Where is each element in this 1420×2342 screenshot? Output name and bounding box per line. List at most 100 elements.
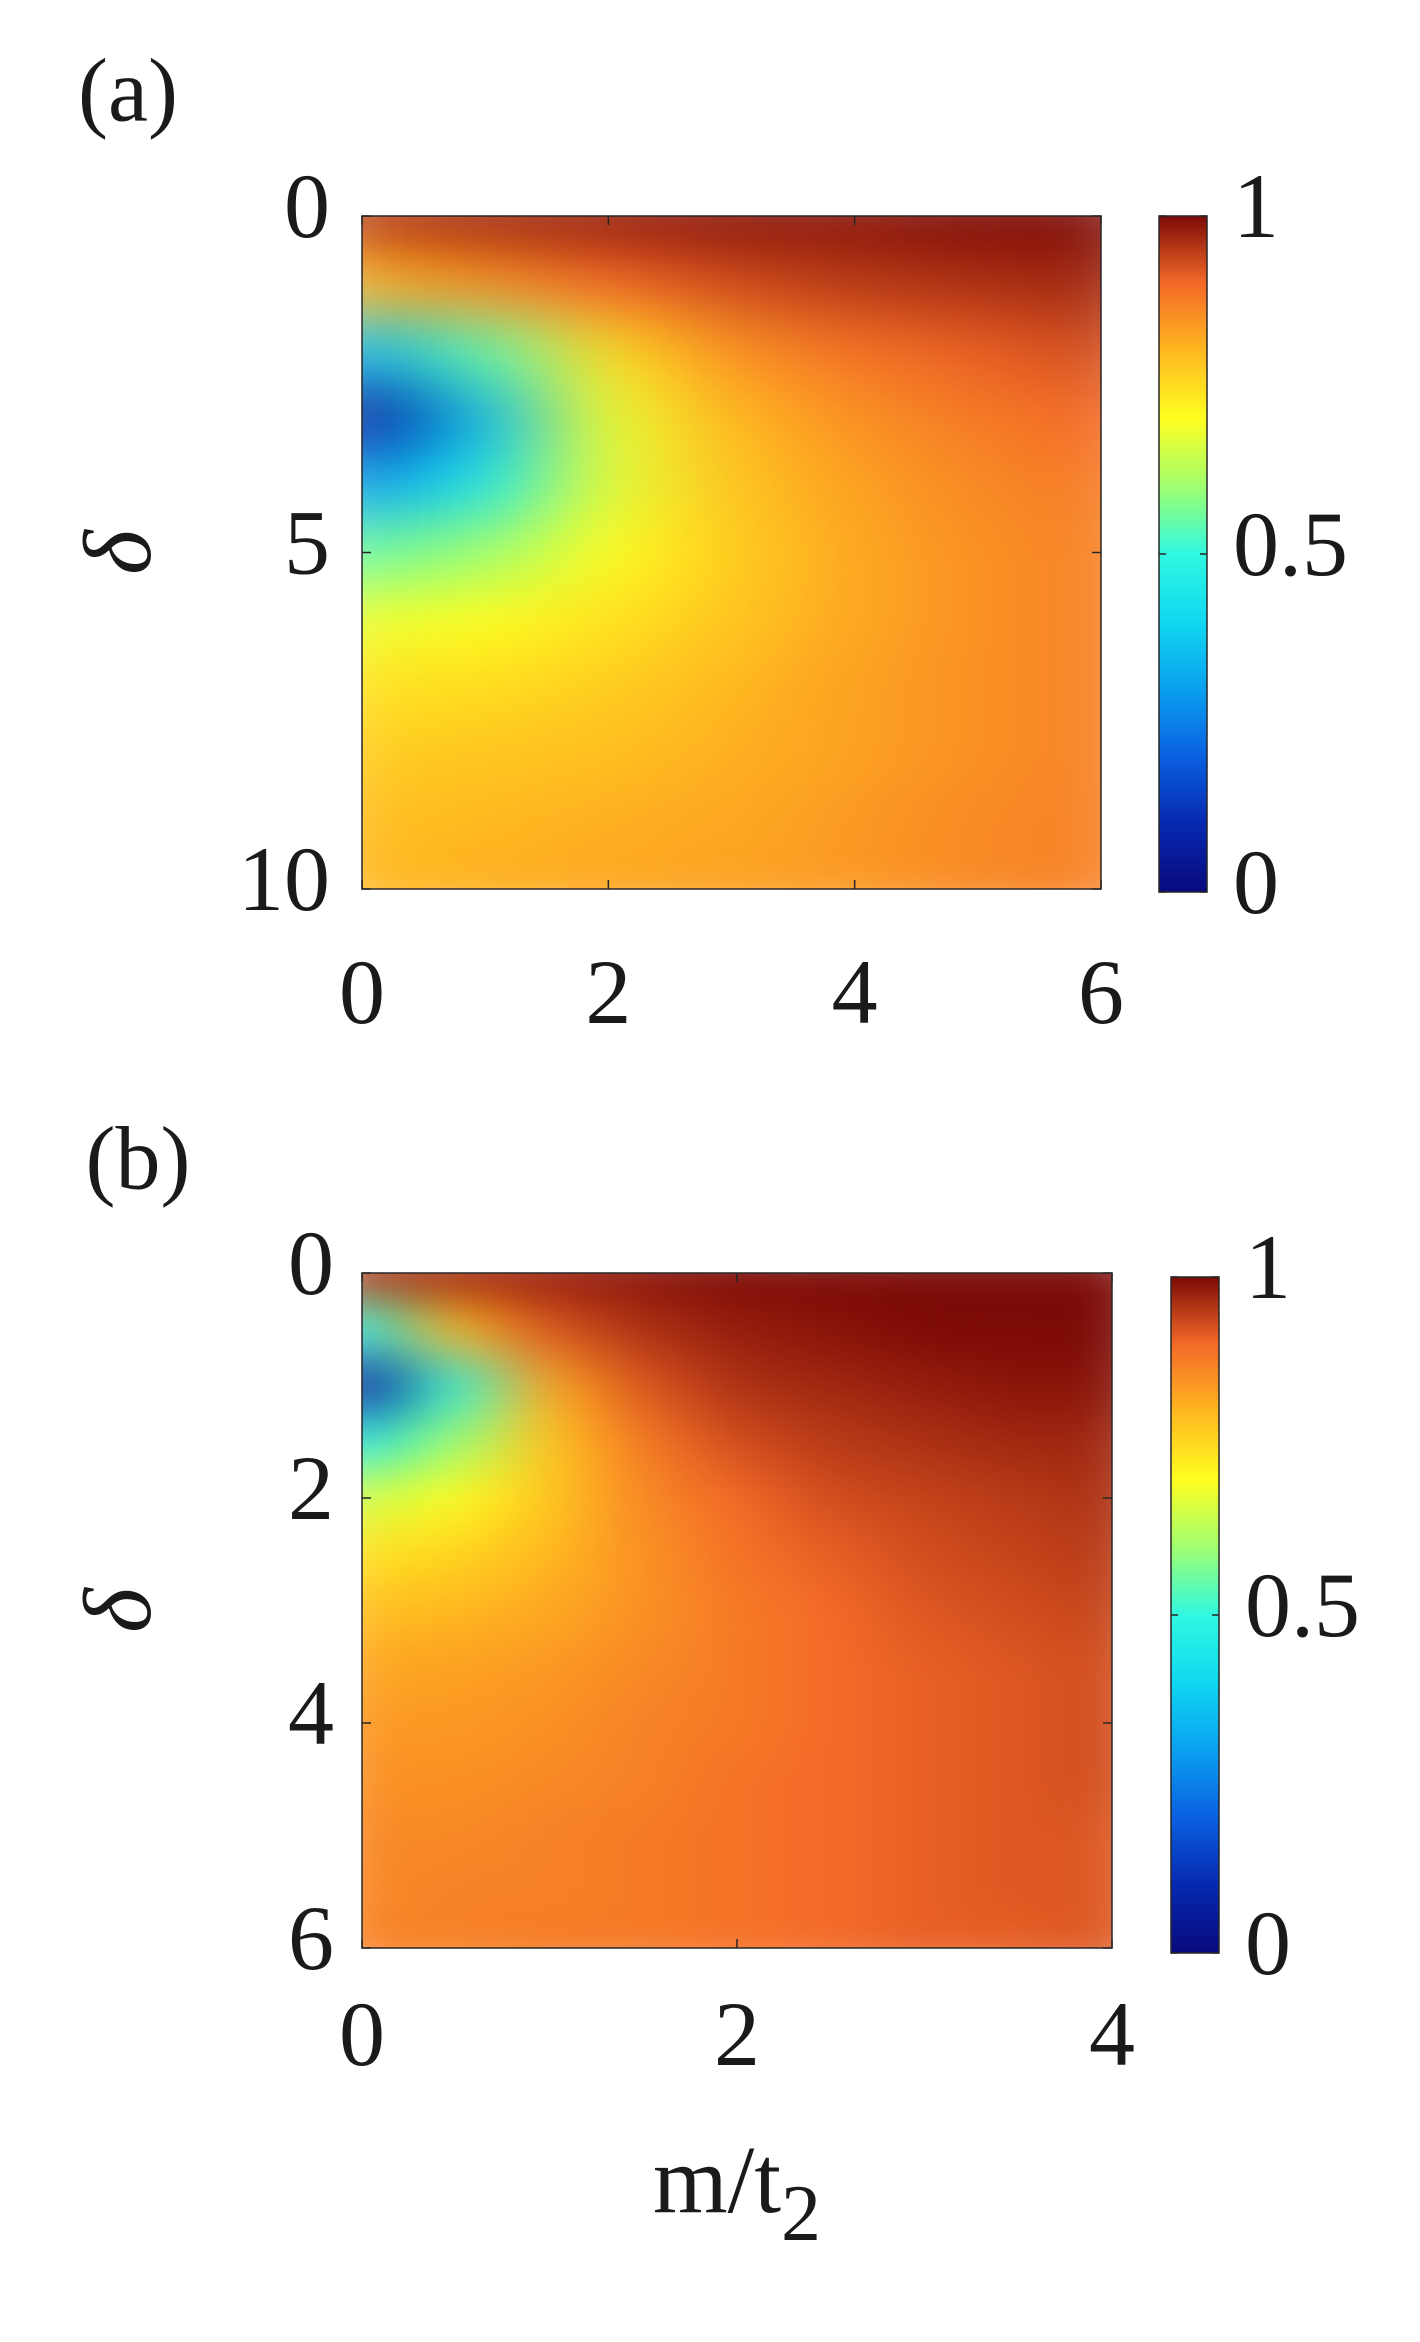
heatmap-cell bbox=[408, 1356, 504, 1415]
heatmap-cell bbox=[669, 249, 794, 318]
heatmap-cell bbox=[1064, 1525, 1112, 1583]
heatmap-cell bbox=[1038, 787, 1101, 856]
heatmap-cell bbox=[408, 1919, 504, 1948]
heatmap-cell bbox=[783, 1694, 879, 1752]
heatmap-cell bbox=[1064, 1750, 1112, 1808]
x-axis-label-subscript: 2 bbox=[781, 2170, 821, 2258]
heatmap-cell bbox=[669, 383, 794, 453]
heatmap-cell bbox=[546, 316, 671, 385]
heatmap-cell bbox=[669, 854, 794, 889]
heatmap-cell bbox=[408, 1300, 504, 1358]
heatmap-cell bbox=[1038, 720, 1101, 789]
heatmap-cell bbox=[595, 1300, 691, 1358]
heatmap-cell bbox=[1038, 652, 1101, 722]
heatmap-cell bbox=[546, 585, 671, 654]
heatmap-cell bbox=[689, 1413, 785, 1471]
heatmap-cell bbox=[792, 249, 917, 318]
heatmap-cell bbox=[877, 1469, 972, 1527]
heatmap-cell bbox=[1038, 854, 1101, 889]
heatmap-cell bbox=[502, 1300, 597, 1358]
heatmap-cell bbox=[595, 1694, 691, 1752]
colorbar-tick-label: 0 bbox=[1245, 1892, 1291, 1994]
x-tick-label: 6 bbox=[1078, 941, 1124, 1043]
heatmap-cell bbox=[689, 1525, 785, 1583]
heatmap-cell bbox=[783, 1750, 879, 1808]
heatmap-cell bbox=[877, 1300, 972, 1358]
heatmap-cell bbox=[502, 1273, 597, 1302]
heatmap-cell bbox=[792, 585, 917, 654]
heatmap-cell bbox=[423, 585, 548, 654]
heatmap-cell bbox=[669, 216, 794, 251]
heatmap-cell bbox=[362, 1806, 410, 1865]
colorbar-tick-label: 0.5 bbox=[1233, 493, 1348, 595]
heatmap-cell bbox=[408, 1525, 504, 1583]
heatmap-cell bbox=[502, 1863, 597, 1921]
heatmap-cell bbox=[915, 854, 1040, 889]
heatmap-cell bbox=[1038, 249, 1101, 318]
heatmap-cell bbox=[408, 1638, 504, 1696]
heatmap-cell bbox=[502, 1694, 597, 1752]
heatmap-cell bbox=[546, 720, 671, 789]
heatmap-cell bbox=[362, 720, 425, 789]
heatmap-cells bbox=[362, 216, 1101, 889]
colorbar bbox=[1170, 1276, 1220, 1954]
heatmap-cell bbox=[546, 518, 671, 587]
heatmap-cell bbox=[970, 1300, 1066, 1358]
heatmap-cell bbox=[783, 1300, 879, 1358]
heatmap-cell bbox=[362, 652, 425, 722]
heatmap-cell bbox=[689, 1356, 785, 1415]
heatmap-cell bbox=[502, 1919, 597, 1948]
heatmap-cell bbox=[792, 451, 917, 520]
heatmap-cell bbox=[502, 1469, 597, 1527]
heatmap-cell bbox=[408, 1806, 504, 1865]
colorbar-tick-label: 0.5 bbox=[1245, 1554, 1360, 1656]
heatmap-cell bbox=[362, 249, 425, 318]
heatmap-cell bbox=[669, 720, 794, 789]
heatmap-cell bbox=[915, 451, 1040, 520]
heatmap-cell bbox=[970, 1273, 1066, 1302]
heatmap-cell bbox=[1038, 451, 1101, 520]
heatmap-cell bbox=[792, 383, 917, 453]
heatmap-cells bbox=[362, 1273, 1112, 1948]
heatmap-cell bbox=[1038, 585, 1101, 654]
heatmap bbox=[362, 1273, 1112, 1948]
y-tick-label: 4 bbox=[288, 1662, 334, 1764]
heatmap-cell bbox=[595, 1581, 691, 1640]
heatmap-cell bbox=[362, 518, 425, 587]
heatmap-cell bbox=[669, 652, 794, 722]
x-axis-label-main: m/t bbox=[653, 2126, 781, 2233]
heatmap-cell bbox=[783, 1806, 879, 1865]
heatmap-cell bbox=[408, 1750, 504, 1808]
heatmap-cell bbox=[877, 1581, 972, 1640]
heatmap-cell bbox=[669, 787, 794, 856]
heatmap-cell bbox=[915, 787, 1040, 856]
heatmap-cell bbox=[669, 316, 794, 385]
heatmap-cell bbox=[362, 1863, 410, 1921]
heatmap-cell bbox=[502, 1806, 597, 1865]
heatmap-cell bbox=[915, 383, 1040, 453]
heatmap-cell bbox=[595, 1750, 691, 1808]
heatmap-cell bbox=[970, 1919, 1066, 1948]
heatmap-cell bbox=[970, 1356, 1066, 1415]
heatmap-cell bbox=[1064, 1300, 1112, 1358]
heatmap-cell bbox=[1038, 216, 1101, 251]
heatmap-cell bbox=[362, 1581, 410, 1640]
heatmap-cell bbox=[877, 1806, 972, 1865]
heatmap-cell bbox=[595, 1273, 691, 1302]
heatmap-cell bbox=[1038, 518, 1101, 587]
heatmap-cell bbox=[362, 1750, 410, 1808]
heatmap-cell bbox=[546, 383, 671, 453]
heatmap-cell bbox=[362, 1638, 410, 1696]
y-tick-label: 6 bbox=[288, 1887, 334, 1989]
y-tick-label: 0 bbox=[288, 1212, 334, 1314]
heatmap-cell bbox=[502, 1525, 597, 1583]
heatmap-cell bbox=[792, 720, 917, 789]
heatmap-cell bbox=[362, 1919, 410, 1948]
heatmap-cell bbox=[423, 249, 548, 318]
heatmap-cell bbox=[669, 585, 794, 654]
heatmap-cell bbox=[408, 1413, 504, 1471]
heatmap-cell bbox=[915, 720, 1040, 789]
heatmap-cell bbox=[502, 1356, 597, 1415]
heatmap-cell bbox=[362, 1300, 410, 1358]
heatmap-cell bbox=[362, 1356, 410, 1415]
